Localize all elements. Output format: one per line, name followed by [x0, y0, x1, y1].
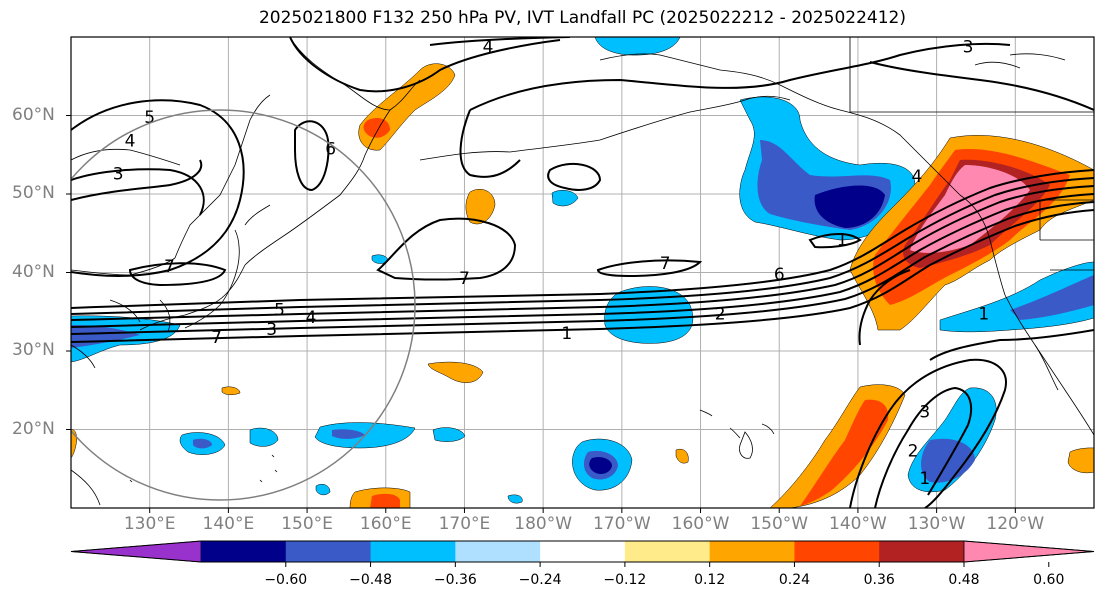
colorbar-tick-label: 0.12 — [694, 572, 726, 588]
contour-label: 4 — [483, 37, 494, 57]
colorbar-segment — [540, 541, 626, 562]
longitude-label: 140°W — [829, 514, 887, 534]
longitude-label: 160°E — [359, 514, 412, 534]
gulf-of-alaska-negative-anomaly — [739, 96, 916, 241]
colorbar-extend-low — [70, 540, 202, 563]
reference-circle — [71, 109, 416, 501]
latitude-label: 30°N — [12, 340, 55, 360]
east-edge-negative-anomaly — [939, 261, 1094, 333]
axis-ticks — [66, 115, 1016, 513]
longitude-label: 150°W — [750, 514, 809, 534]
contour-label: 5 — [274, 300, 285, 320]
contour-label: 3 — [266, 320, 277, 340]
colorbar-segment — [285, 541, 372, 562]
contour-label: 5 — [144, 108, 155, 128]
colorbar-tick-label: −0.36 — [433, 572, 477, 588]
longitude-label: 150°E — [281, 514, 333, 534]
colorbar-segment — [794, 541, 880, 562]
contour-label: 1 — [978, 304, 989, 324]
colorbar-segments — [70, 540, 1095, 563]
colorbar-tick-label: −0.12 — [603, 572, 647, 588]
contour-label: 3 — [919, 402, 930, 422]
contour-label: 6 — [325, 139, 336, 159]
colorbar-segment — [370, 541, 456, 562]
contour-label: 1 — [561, 324, 572, 344]
longitude-label: 120°W — [986, 514, 1045, 534]
subtropical-east-positive-anomaly — [769, 384, 906, 508]
contour-label: 7 — [164, 257, 175, 277]
contour-label: 7 — [211, 328, 222, 348]
colorbar-tick-label: 0.48 — [948, 572, 980, 588]
colorbar-segment — [201, 541, 287, 562]
contour-label: 2 — [908, 442, 919, 462]
colorbar-tick-label: −0.60 — [264, 572, 308, 588]
latitude-label: 50°N — [12, 183, 55, 203]
contour-label: 1 — [837, 231, 848, 251]
lat-lon-gridlines — [71, 37, 1094, 508]
contour-label: 4 — [912, 167, 923, 187]
contour-label: 1 — [919, 469, 930, 489]
colorbar-segment — [709, 541, 795, 562]
colorbar-frame — [70, 540, 1095, 563]
colorbar-tick-label: 0.24 — [778, 572, 811, 588]
contour-label: 4 — [125, 132, 136, 152]
colorbar-segment — [879, 541, 965, 562]
colorbar-segment — [624, 541, 711, 562]
longitude-label: 130°W — [907, 514, 966, 534]
colorbar-segment — [455, 541, 541, 562]
contour-label: 7 — [459, 269, 470, 289]
contour-label: 6 — [774, 265, 785, 285]
longitude-label: 170°E — [438, 514, 491, 534]
latitude-label: 60°N — [12, 104, 55, 125]
contour-label: 2 — [715, 304, 726, 324]
latitude-label: 20°N — [12, 418, 55, 439]
colorbar-tick-label: 0.36 — [863, 572, 895, 588]
colorbar-tick-label: 0.60 — [1033, 572, 1065, 588]
contour-label: 3 — [963, 37, 974, 57]
colorbar-tick-label: −0.48 — [349, 572, 392, 588]
pv-contours — [71, 37, 1094, 508]
longitude-label: 180°W — [514, 514, 573, 534]
longitude-label: 170°W — [592, 514, 651, 534]
colorbar-extend-high — [963, 540, 1095, 563]
colorbar-ticks — [285, 562, 1050, 567]
ivt-shading — [71, 37, 1094, 508]
west-positive-anomalies — [71, 63, 1094, 508]
central-pacific-negative-anomaly — [572, 286, 694, 491]
coastlines — [71, 37, 1094, 506]
contour-label: 3 — [113, 165, 124, 185]
longitude-label: 140°E — [202, 514, 255, 534]
contour-label: 4 — [306, 308, 317, 328]
longitude-label: 160°W — [671, 514, 730, 534]
contour-label: 7 — [660, 254, 671, 274]
colorbar-tick-label: −0.24 — [518, 572, 562, 588]
latitude-label: 40°N — [12, 261, 55, 282]
map-title: 2025021800 F132 250 hPa PV, IVT Landfall… — [258, 8, 906, 28]
longitude-label: 130°E — [123, 514, 176, 534]
